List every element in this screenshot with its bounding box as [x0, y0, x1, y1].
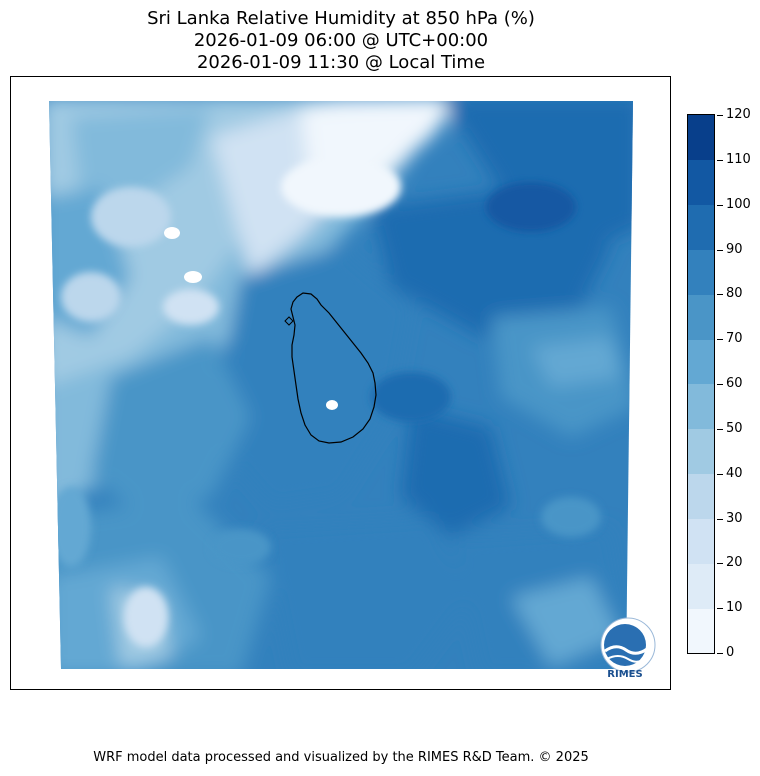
colorbar-tick-label: 30: [726, 510, 743, 526]
colorbar-segment: [688, 473, 714, 519]
colorbar-tick-label: 60: [726, 376, 743, 391]
colorbar-segment: [688, 563, 714, 609]
logo-text: RIMES: [607, 669, 642, 680]
colorbar-segment: [688, 115, 714, 161]
colorbar-tick-label: 100: [726, 196, 751, 212]
colorbar-segment: [688, 608, 714, 654]
colorbar-tick: [717, 518, 723, 520]
colorbar-tick: [717, 115, 723, 116]
colorbar-tick: [717, 339, 723, 341]
colorbar-tick: [717, 428, 723, 430]
colorbar-tick: [717, 384, 723, 385]
humidity-field: [49, 101, 633, 669]
title-line-2: 2026-01-09 06:00 @ UTC+00:00: [193, 30, 489, 51]
humidity-map: RIMES: [49, 101, 656, 680]
colorbar-tick-label: 50: [726, 420, 743, 436]
footer-credit: WRF model data processed and visualized …: [93, 750, 589, 765]
colorbar-segment: [688, 159, 714, 206]
sri-lanka-outline: [290, 292, 377, 444]
title-line-1: Sri Lanka Relative Humidity at 850 hPa (…: [147, 8, 535, 29]
colorbar-tick-label: 110: [726, 151, 751, 167]
colorbar-tick-label: 10: [726, 600, 743, 616]
colorbar-tick: [717, 563, 723, 565]
colorbar-tick: [717, 653, 723, 654]
colorbar-tick: [717, 294, 723, 296]
colorbar-tick: [717, 249, 723, 251]
map-frame: RIMES: [10, 76, 671, 690]
colorbar-segment: [688, 204, 714, 250]
colorbar-segment: [688, 249, 714, 295]
colorbar-tick-label: 20: [726, 555, 743, 571]
colorbar-tick: [717, 204, 723, 206]
colorbar-segment: [688, 384, 714, 430]
colorbar-tick: [717, 473, 723, 475]
colorbar-tick: [717, 608, 723, 610]
colorbar-segment: [688, 294, 714, 340]
colorbar-tick-label: 40: [726, 465, 743, 481]
colorbar-tick-label: 0: [726, 645, 735, 660]
colorbar-tick-label: 70: [726, 331, 743, 347]
colorbar-segment: [688, 518, 714, 564]
title-line-3: 2026-01-09 11:30 @ Local Time: [196, 52, 486, 73]
colorbar-tick-label: 120: [726, 107, 751, 122]
rimes-logo: RIMES: [600, 617, 656, 680]
colorbar-tick-label: 90: [726, 241, 743, 257]
colorbar-tick: [717, 159, 723, 161]
colorbar: [687, 114, 715, 654]
colorbar-segment: [688, 339, 714, 385]
colorbar-segment: [688, 428, 714, 475]
colorbar-tick-label: 80: [726, 286, 743, 302]
